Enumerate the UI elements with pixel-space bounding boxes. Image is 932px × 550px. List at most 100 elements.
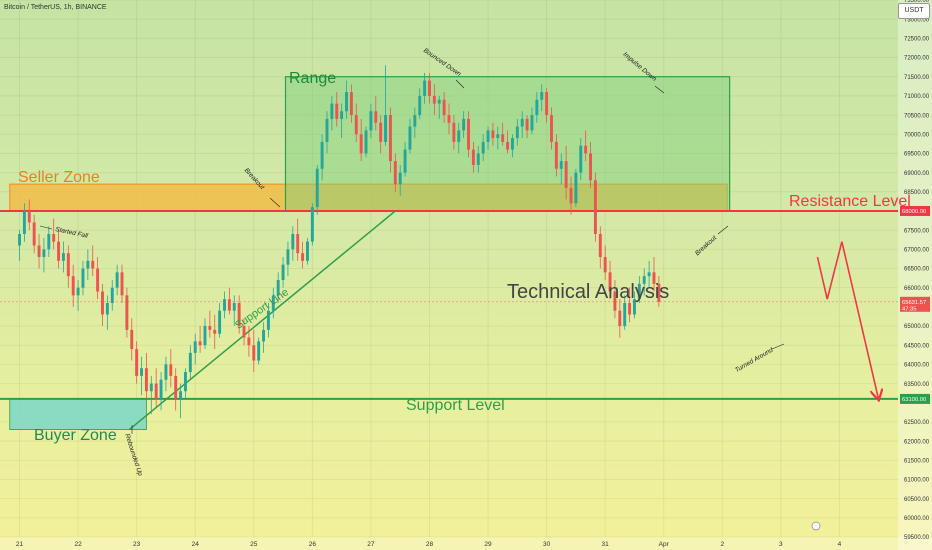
candle-body [540,92,544,100]
turned-around-arrow [771,343,785,350]
candle-body [506,141,510,150]
candle-body [418,95,422,116]
candle-body [61,253,65,261]
candle-body [110,287,114,304]
candle-body [237,303,241,327]
candle-body [598,233,602,257]
candle-body [398,172,402,185]
currency-selector[interactable]: USDT [898,3,930,19]
candle-body [559,161,563,169]
candle-body [345,92,348,112]
candle-body [183,372,187,392]
current-countdown: 47:35 [902,306,917,312]
x-tick-label: 22 [74,541,82,548]
y-tick-label: 65000.00 [904,324,930,330]
x-tick-label: 26 [309,541,317,548]
x-tick-label: 31 [602,541,610,548]
y-tick-label: 66000.00 [904,286,930,292]
candle-body [115,272,119,288]
candle-body [403,149,407,173]
candle-body [325,118,329,142]
candle-body [57,241,61,261]
candle-body [164,364,168,380]
candle-body [227,299,231,311]
x-tick-label: 30 [543,541,551,548]
candle-body [223,299,226,311]
impulse-down-arrow [654,85,665,94]
range-label: Range [289,70,337,87]
y-tick-label: 62000.00 [904,439,930,445]
y-tick-label: 67000.00 [904,248,930,254]
candle-body [296,233,300,254]
candle-body [408,126,412,150]
candle-body [22,210,26,234]
candle-body [174,375,178,399]
resistance-level-label: Resistance Level [789,193,911,210]
candle-body [281,264,285,281]
candle-body [569,187,573,204]
x-tick-label: 25 [250,541,258,548]
candle-body [86,260,90,269]
candle-body [623,303,627,327]
candle-body [379,122,383,142]
candle-body [262,329,266,342]
candle-body [286,249,290,265]
candle-body [618,310,622,327]
candle-body [37,245,41,257]
y-tick-label: 64000.00 [904,363,930,369]
resistance-tag [900,205,930,216]
candle-body [340,111,344,119]
candle-body [257,341,261,361]
candle-body [652,272,656,284]
candle-body [335,103,339,119]
candle-body [359,134,363,154]
candle-body [593,180,597,234]
candle-body [603,256,607,273]
candle-body [130,329,134,350]
candle-body [198,341,202,346]
candle-body [18,233,21,246]
candle-body [384,115,388,142]
candle-body [159,379,163,399]
price-axis-bg [898,0,932,550]
candle-body [91,260,95,269]
candle-body [242,326,246,338]
y-tick-label: 71500.00 [904,75,930,81]
candle-body [447,115,451,123]
y-tick-label: 61500.00 [904,458,930,464]
candle-body [637,283,641,300]
candle-body [354,115,358,135]
candle-body [510,138,514,150]
y-tick-label: 73000.00 [904,17,930,23]
y-tick-label: 61000.00 [904,478,930,484]
x-tick-label: 28 [426,541,434,548]
x-tick-label: 3 [779,541,783,548]
y-tick-label: 72000.00 [904,56,930,62]
candle-body [105,303,109,315]
candle-body [76,287,80,296]
candle-body [247,337,251,346]
candle-body [27,210,31,223]
candle-body [120,272,124,296]
candle-body [437,99,441,104]
candle-body [413,115,417,127]
y-tick-label: 64500.00 [904,343,930,349]
breakout-arrow-1 [269,197,281,208]
candle-body [584,145,588,154]
candle-body [52,233,56,242]
candle-body [369,111,373,131]
candle-body [628,303,632,315]
x-tick-label: 27 [367,541,375,548]
candle-body [554,141,558,169]
support-tag-label: 63100.00 [902,397,926,403]
candle-body [432,95,436,104]
candle-body [501,134,505,142]
candle-body [589,153,592,181]
support-tag [900,393,930,404]
x-tick-label: 2 [720,541,724,548]
candle-body [564,161,568,188]
candle-body [140,368,143,376]
candle-body [320,141,324,169]
